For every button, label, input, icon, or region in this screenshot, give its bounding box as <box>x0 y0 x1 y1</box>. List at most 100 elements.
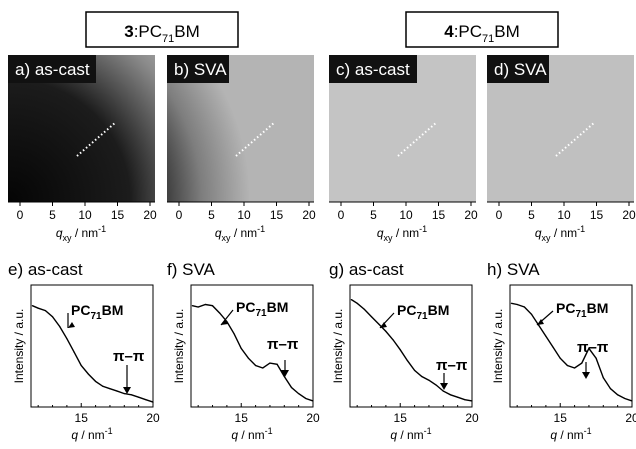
series-line <box>511 302 633 402</box>
data-point <box>530 313 533 315</box>
x-tick-label: 5 <box>528 208 535 222</box>
pi-pi-annotation: π–π <box>577 339 609 356</box>
data-point <box>44 310 46 312</box>
data-point <box>573 367 576 369</box>
pcbm-annotation: PC71BM <box>236 299 288 319</box>
series-line <box>32 305 154 403</box>
panel-label-bg <box>8 55 96 83</box>
data-point <box>102 385 104 387</box>
panel-label: d) SVA <box>494 60 547 79</box>
data-point <box>385 330 387 332</box>
data-point <box>130 394 133 396</box>
data-point <box>392 339 394 341</box>
x-tick-label: 0 <box>17 208 24 222</box>
pcbm-arrowhead <box>537 319 544 325</box>
data-point <box>94 380 97 382</box>
giwaxs-panel-2: b) SVA 0 5 10 15 20 qxy / nm-1 <box>167 55 316 243</box>
data-point <box>428 379 430 381</box>
data-point <box>305 397 307 400</box>
x-tick-label: 20 <box>306 411 320 425</box>
data-point <box>51 316 54 318</box>
data-point <box>211 305 214 307</box>
pi-pi-annotation: π–π <box>436 357 468 374</box>
data-point <box>609 388 612 390</box>
pi-pi-annotation: π–π <box>267 336 299 353</box>
data-point <box>66 338 68 340</box>
data-point <box>516 303 518 306</box>
data-point <box>631 400 633 402</box>
pi-pi-annotation: π–π <box>113 348 145 365</box>
x-axis-label: q / nm-1 <box>231 426 272 442</box>
x-tick-label: 0 <box>176 208 183 222</box>
plot-frame <box>509 284 633 408</box>
header-compound-3: 3:PC71BM <box>85 11 239 48</box>
x-tick-label: 15 <box>235 411 249 425</box>
data-point <box>31 305 34 307</box>
y-axis-label: Intensity / a.u. <box>331 309 345 384</box>
data-point <box>356 302 358 304</box>
x-tick-label: 15 <box>270 208 284 222</box>
data-point <box>240 347 242 350</box>
data-point <box>219 312 221 314</box>
x-tick-label: 15 <box>432 208 446 222</box>
pcbm-annotation: PC71BM <box>397 302 449 322</box>
x-axis-label: qxy / nm-1 <box>56 224 106 243</box>
data-point <box>545 335 547 337</box>
data-point <box>80 364 82 367</box>
data-point <box>191 305 194 307</box>
profile-row: e) as-cast 15 20 Intensity / a.u. q / nm-1 PC… <box>8 260 636 442</box>
data-point <box>145 399 147 401</box>
x-axis-label: q / nm-1 <box>71 426 112 442</box>
data-point <box>588 347 590 350</box>
x-tick-label: 15 <box>394 411 408 425</box>
data-point <box>421 375 423 378</box>
data-point <box>552 346 554 348</box>
pcbm-annotation: PC71BM <box>71 302 123 322</box>
pi-pi-arrowhead <box>123 387 131 394</box>
x-axis-label: qxy / nm-1 <box>535 224 585 243</box>
pi-pi-marker-line <box>555 121 596 157</box>
header-compound-4: 4:PC71BM <box>405 11 559 48</box>
data-point <box>595 357 597 359</box>
pi-pi-marker-line <box>397 121 438 157</box>
profile-panel-4: h) SVA 15 20 Intensity / a.u. q / nm-1 PC71BM… <box>487 260 636 442</box>
x-tick-label: 0 <box>496 208 503 222</box>
data-point <box>378 323 380 325</box>
data-point <box>510 302 513 304</box>
data-point <box>363 308 365 310</box>
pi-pi-marker-line <box>235 121 276 157</box>
data-point <box>123 392 125 395</box>
data-point <box>566 364 569 367</box>
svg-text:3:PC71BM: 3:PC71BM <box>124 22 200 45</box>
x-tick-label: 20 <box>302 208 316 222</box>
data-point <box>581 362 583 364</box>
pi-pi-marker-line <box>76 121 117 157</box>
data-point <box>37 307 39 309</box>
data-point <box>406 360 409 362</box>
data-point <box>559 357 561 359</box>
x-tick-label: 0 <box>338 208 345 222</box>
x-tick-label: 15 <box>590 208 604 222</box>
data-point <box>464 399 466 401</box>
giwaxs-row: a) as-cast 0 5 10 15 20 qxy / nm-1 b) SVA 0 5 10 15… <box>8 55 636 243</box>
x-tick-label: 15 <box>111 208 125 222</box>
pcbm-arrowhead <box>68 322 75 328</box>
data-point <box>254 364 257 367</box>
plot-frame <box>190 284 314 408</box>
data-point <box>350 299 353 301</box>
data-point <box>298 392 300 395</box>
panel-label: c) as-cast <box>336 60 410 79</box>
plot-frame <box>349 284 473 408</box>
profile-panel-label: h) SVA <box>487 260 540 279</box>
x-tick-label: 5 <box>208 208 215 222</box>
x-tick-label: 20 <box>143 208 157 222</box>
x-tick-label: 10 <box>78 208 92 222</box>
data-point <box>87 373 90 375</box>
profile-panel-label: f) SVA <box>167 260 216 279</box>
x-tick-label: 5 <box>370 208 377 222</box>
data-point <box>538 324 540 326</box>
data-point <box>116 390 118 392</box>
x-tick-label: 20 <box>622 208 636 222</box>
data-point <box>602 377 604 379</box>
